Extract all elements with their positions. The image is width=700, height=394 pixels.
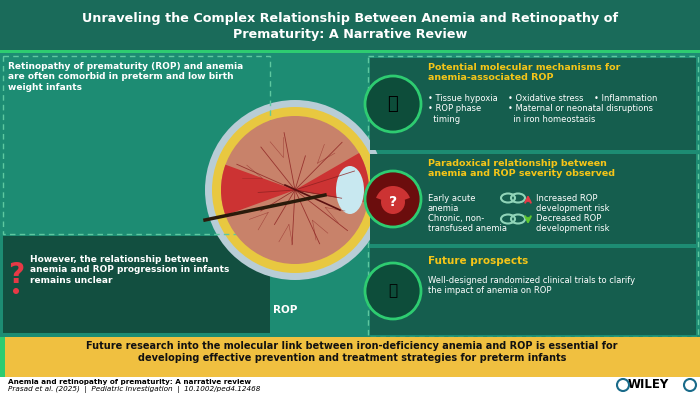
FancyBboxPatch shape: [370, 154, 696, 244]
Text: Retinopathy of prematurity (ROP) and anemia
are often comorbid in preterm and lo: Retinopathy of prematurity (ROP) and ane…: [8, 62, 244, 92]
Text: 🧬: 🧬: [388, 95, 398, 113]
Text: Increased ROP
development risk: Increased ROP development risk: [536, 194, 610, 214]
Text: Well-designed randomized clinical trials to clarify
the impact of anemia on ROP: Well-designed randomized clinical trials…: [428, 276, 635, 296]
Wedge shape: [295, 153, 369, 203]
Text: Unraveling the Complex Relationship Between Anemia and Retinopathy of: Unraveling the Complex Relationship Betw…: [82, 12, 618, 25]
FancyBboxPatch shape: [370, 58, 696, 150]
Circle shape: [212, 107, 378, 273]
Text: 📋: 📋: [389, 284, 398, 299]
Text: Anemia and retinopathy of prematurity: A narrative review: Anemia and retinopathy of prematurity: A…: [8, 379, 251, 385]
Circle shape: [365, 171, 421, 227]
Text: • Tissue hypoxia
• ROP phase
  timing: • Tissue hypoxia • ROP phase timing: [428, 94, 498, 124]
Text: Paradoxical relationship between
anemia and ROP severity observed: Paradoxical relationship between anemia …: [428, 159, 615, 178]
FancyBboxPatch shape: [0, 50, 700, 53]
Text: • Oxidative stress    • Inflammation
• Maternal or neonatal disruptions
  in iro: • Oxidative stress • Inflammation • Mate…: [508, 94, 657, 124]
Circle shape: [205, 100, 385, 280]
FancyBboxPatch shape: [0, 0, 700, 50]
Wedge shape: [376, 186, 410, 204]
FancyBboxPatch shape: [0, 337, 5, 377]
Text: Early acute
anemia: Early acute anemia: [428, 194, 475, 214]
FancyBboxPatch shape: [0, 53, 700, 333]
Text: Chronic, non-
transfused anemia: Chronic, non- transfused anemia: [428, 214, 507, 233]
Text: ROP: ROP: [273, 305, 298, 315]
Text: Prasad et al. (2025)  |  Pediatric Investigation  |  10.1002/ped4.12468: Prasad et al. (2025) | Pediatric Investi…: [8, 386, 260, 393]
Text: ?: ?: [8, 261, 24, 289]
Text: Decreased ROP
development risk: Decreased ROP development risk: [536, 214, 610, 233]
Circle shape: [365, 263, 421, 319]
Circle shape: [381, 190, 405, 214]
Wedge shape: [221, 165, 295, 215]
Text: Future research into the molecular link between iron-deficiency anemia and ROP i: Future research into the molecular link …: [86, 341, 617, 362]
FancyBboxPatch shape: [0, 377, 700, 394]
Text: Potential molecular mechanisms for
anemia-associated ROP: Potential molecular mechanisms for anemi…: [428, 63, 620, 82]
Ellipse shape: [336, 166, 364, 214]
Circle shape: [221, 116, 369, 264]
Text: However, the relationship between
anemia and ROP progression in infants
remains : However, the relationship between anemia…: [30, 255, 230, 285]
Text: WILEY: WILEY: [628, 379, 669, 392]
FancyBboxPatch shape: [0, 337, 700, 377]
Text: Prematurity: A Narrative Review: Prematurity: A Narrative Review: [233, 28, 467, 41]
Circle shape: [365, 76, 421, 132]
Text: ?: ?: [389, 195, 397, 209]
FancyBboxPatch shape: [3, 236, 270, 333]
FancyBboxPatch shape: [370, 248, 696, 335]
Text: Future prospects: Future prospects: [428, 256, 528, 266]
Circle shape: [13, 288, 19, 294]
